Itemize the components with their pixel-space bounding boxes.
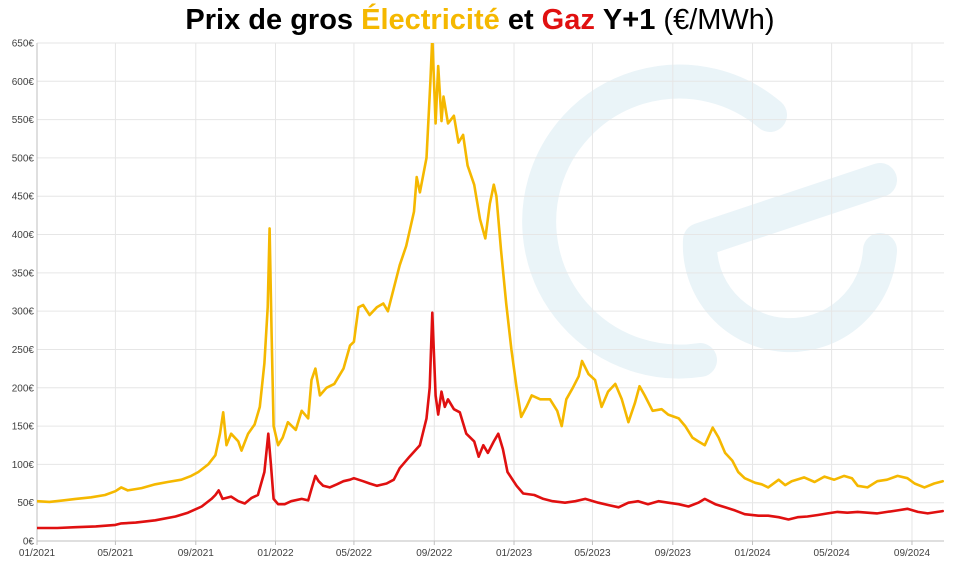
- x-tick-label: 05/2021: [97, 548, 134, 559]
- x-tick-label: 09/2024: [894, 548, 931, 559]
- x-tick-label: 09/2022: [416, 548, 453, 559]
- chart-title: Prix de gros Électricité et Gaz Y+1 (€/M…: [0, 4, 960, 37]
- title-part-electricite: Électricité: [361, 4, 500, 36]
- x-tick-label: 05/2022: [336, 548, 373, 559]
- y-tick-label: 300€: [12, 307, 35, 318]
- y-tick-label: 500€: [12, 153, 35, 164]
- y-tick-label: 100€: [12, 460, 35, 471]
- axes: [36, 43, 944, 545]
- y-tick-labels: 0€ 50€ 100€ 150€ 200€ 250€ 300€ 350€ 400€ 450€ 500…: [12, 39, 35, 548]
- x-tick-label: 09/2021: [178, 548, 215, 559]
- y-tick-label: 150€: [12, 422, 35, 433]
- y-tick-label: 200€: [12, 383, 35, 394]
- x-tick-label: 01/2021: [19, 548, 56, 559]
- watermark-arc-right: [682, 163, 897, 353]
- x-tick-label: 05/2023: [574, 548, 611, 559]
- series: [37, 43, 944, 530]
- x-tick-label: 01/2023: [496, 548, 533, 559]
- x-tick-label: 09/2023: [655, 548, 692, 559]
- gas-line: [37, 311, 944, 530]
- x-tick-label: 01/2024: [734, 548, 771, 559]
- title-part-et: et: [507, 4, 534, 36]
- x-tick-label: 05/2024: [814, 548, 851, 559]
- y-tick-label: 650€: [12, 39, 35, 50]
- title-part-prix: Prix de gros: [185, 4, 354, 36]
- title-part-gaz: Gaz: [541, 4, 595, 36]
- y-tick-label: 400€: [12, 230, 35, 241]
- y-tick-label: 250€: [12, 345, 35, 356]
- y-tick-label: 350€: [12, 268, 35, 279]
- y-tick-label: 0€: [23, 537, 35, 548]
- y-tick-label: 550€: [12, 115, 35, 126]
- title-unit: (€/MWh): [663, 4, 775, 36]
- y-tick-label: 450€: [12, 192, 35, 203]
- x-tick-label: 01/2022: [257, 548, 294, 559]
- gridlines: [36, 42, 944, 541]
- title-part-y1: Y+1: [602, 4, 656, 36]
- watermark-logo: [522, 64, 897, 379]
- x-tick-labels: 01/2021 05/2021 09/2021 01/2022 05/2022 09/20…: [19, 548, 931, 559]
- watermark-arc-left: [522, 64, 787, 379]
- electricity-line: [37, 43, 944, 504]
- y-tick-label: 600€: [12, 77, 35, 88]
- y-tick-label: 50€: [17, 498, 34, 509]
